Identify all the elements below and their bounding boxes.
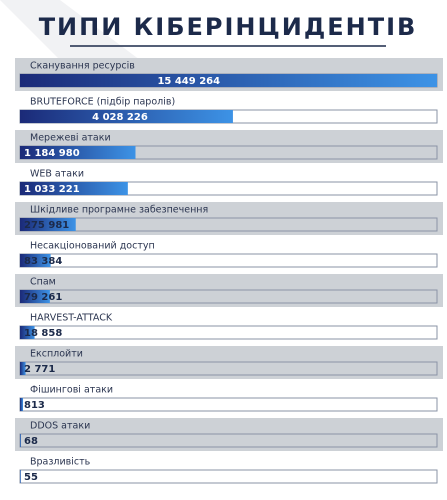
bar [20,218,76,231]
bar [20,398,24,411]
value-label: 1 184 980 [24,148,80,159]
category-label: Сканування ресурсів [30,61,135,72]
bar [20,434,21,447]
bar-track [19,397,438,412]
bar-track [19,289,438,304]
bar-track [19,433,438,448]
category-label: Спам [30,277,56,288]
value-label: 275 981 [24,220,69,231]
value-label: 1 033 221 [24,184,80,195]
category-label: Шкідливе програмне забезпечення [30,205,208,216]
category-label: Фішингові атаки [30,385,113,396]
watermark [0,0,140,60]
value-label: 83 384 [24,256,62,267]
bar [20,326,35,339]
bar-track [19,325,438,340]
value-label: 15 449 264 [157,76,220,87]
bar-track [19,217,438,232]
bar [20,110,233,123]
bar-track [19,469,438,484]
bar-track [19,253,438,268]
bar [20,146,136,159]
chart-title: ТИПИ КІБЕРІНЦИДЕНТІВ [39,13,418,41]
bar [20,290,50,303]
category-label: Несакціонований доступ [30,241,155,252]
value-label: 813 [24,400,45,411]
category-label: DDOS атаки [30,421,90,432]
category-label: Мережеві атаки [30,133,111,144]
bar [20,254,51,267]
value-label: 18 858 [24,328,62,339]
category-label: Вразливість [30,457,91,468]
value-label: 4 028 226 [92,112,148,123]
category-label: Експлойти [30,349,83,360]
bar [20,74,437,87]
bar-track [19,361,438,376]
category-label: HARVEST-ATTACK [30,313,113,324]
category-label: BRUTEFORCE (підбір паролів) [30,97,175,108]
value-label: 79 261 [24,292,62,303]
bar [20,362,26,375]
value-label: 68 [24,436,38,447]
value-label: 2 771 [24,364,55,375]
value-label: 55 [24,472,38,483]
bar [20,182,128,195]
category-label: WEB атаки [30,169,84,180]
bar [20,470,21,483]
